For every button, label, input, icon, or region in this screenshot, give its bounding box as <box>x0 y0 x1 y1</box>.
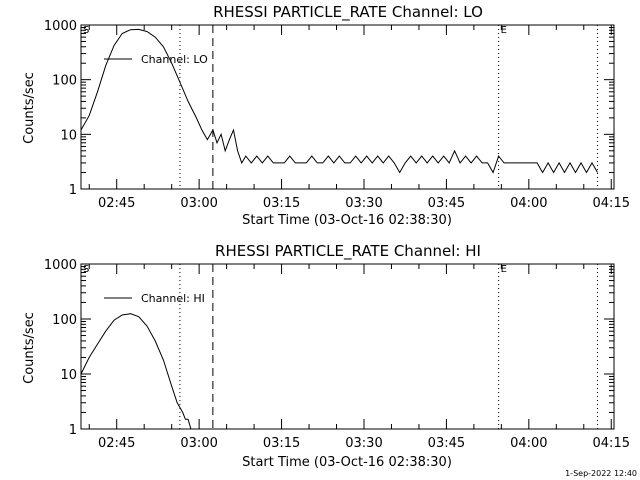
hi-series-line <box>80 313 192 430</box>
lo-time-marker-label: S <box>83 25 89 36</box>
lo-x-tick-label: 03:30 <box>345 196 382 211</box>
lo-x-tick-label: 03:00 <box>180 196 217 211</box>
hi-y-axis-label: Counts/sec <box>22 312 37 384</box>
hi-x-tick-label: 03:30 <box>345 436 382 451</box>
lo-y-tick-label: 1 <box>69 183 77 198</box>
hi-x-tick-label: 02:45 <box>98 436 135 451</box>
lo-y-tick-label: 1000 <box>44 19 77 34</box>
hi-x-tick-labels: 02:45 03:00 03:15 03:30 03:45 04:00 04:15 <box>98 436 630 451</box>
generation-timestamp: 1-Sep-2022 12:40 <box>565 469 637 478</box>
hi-plot-border <box>80 263 615 430</box>
lo-y-axis-label: Counts/sec <box>22 72 37 144</box>
hi-y-tick-label: 10 <box>60 368 77 383</box>
lo-x-tick-label: 04:00 <box>510 196 547 211</box>
lo-x-axis-label: Start Time (03-Oct-16 02:38:30) <box>242 213 452 228</box>
lo-time-marker-label: E <box>501 25 507 36</box>
hi-legend: Channel: HI <box>104 292 205 305</box>
hi-x-axis-label: Start Time (03-Oct-16 02:38:30) <box>242 455 452 470</box>
hi-plot-frame <box>80 263 615 430</box>
hi-series-group <box>80 313 192 430</box>
hi-chart-title: RHESSI PARTICLE_RATE Channel: HI <box>215 242 481 261</box>
lo-legend: Channel: LO <box>104 53 208 66</box>
hi-time-marker-label: S <box>83 264 89 275</box>
hi-y-tick-label: 1000 <box>44 258 77 273</box>
lo-series-line <box>80 28 598 174</box>
hi-x-tick-label: 04:00 <box>510 436 547 451</box>
hi-time-marker-label: E <box>501 264 507 275</box>
lo-channel-panel: RHESSI PARTICLE_RATE Channel: LO Counts/… <box>22 3 630 228</box>
lo-x-tick-label: 02:45 <box>98 196 135 211</box>
lo-plot-border <box>80 24 615 190</box>
lo-x-tick-label: 03:15 <box>263 196 300 211</box>
lo-chart-title: RHESSI PARTICLE_RATE Channel: LO <box>213 3 483 22</box>
hi-channel-panel: RHESSI PARTICLE_RATE Channel: HI Counts/… <box>22 242 630 470</box>
hi-x-tick-label: 03:00 <box>180 436 217 451</box>
lo-y-tick-label: 100 <box>52 74 77 89</box>
hi-x-tick-label: 03:45 <box>428 436 465 451</box>
hi-legend-label: Channel: HI <box>141 292 205 305</box>
lo-y-tick-label: 10 <box>60 128 77 143</box>
lo-y-tick-labels: 1 10 100 1000 <box>44 19 77 198</box>
hi-y-tick-labels: 1 10 100 1000 <box>44 258 77 438</box>
lo-x-tick-label: 03:45 <box>428 196 465 211</box>
hi-y-tick-label: 100 <box>52 313 77 328</box>
hi-y-tick-label: 1 <box>69 423 77 438</box>
lo-legend-label: Channel: LO <box>141 53 208 66</box>
hi-x-tick-label: 03:15 <box>263 436 300 451</box>
lo-series-group <box>80 28 598 174</box>
lo-plot-frame <box>80 24 615 190</box>
hi-x-tick-label: 04:15 <box>593 436 630 451</box>
lo-x-tick-label: 04:15 <box>593 196 630 211</box>
lo-x-tick-labels: 02:45 03:00 03:15 03:30 03:45 04:00 04:15 <box>98 196 630 211</box>
